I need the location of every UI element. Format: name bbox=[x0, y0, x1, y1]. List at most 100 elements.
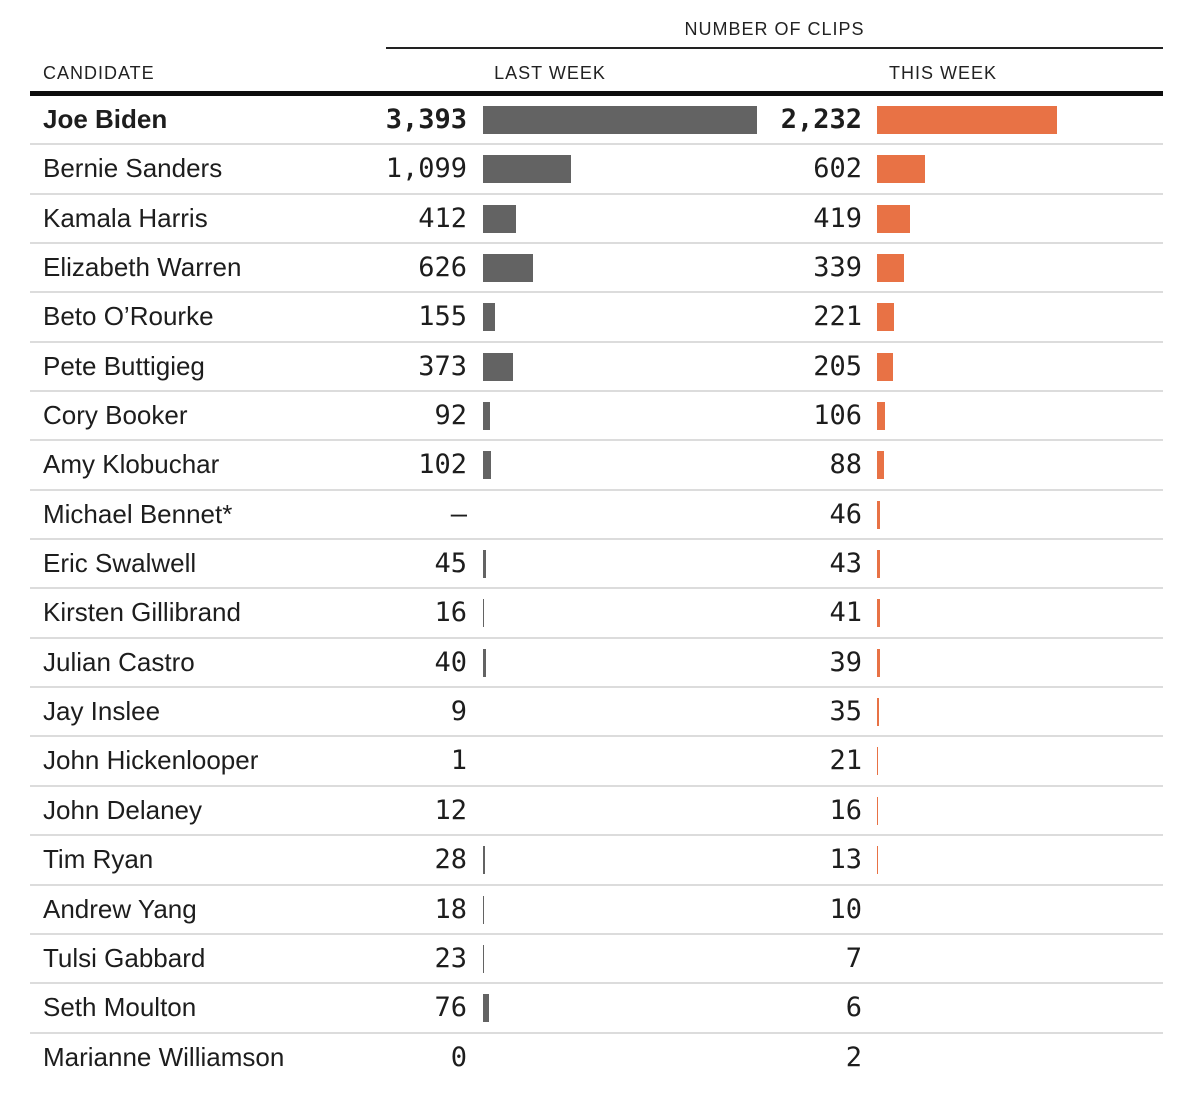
candidate-name: Kamala Harris bbox=[43, 202, 208, 233]
candidate-name: Michael Bennet* bbox=[43, 498, 233, 529]
column-header-this-week: THIS WEEK bbox=[888, 63, 997, 83]
last-week-bar bbox=[483, 451, 491, 480]
this-week-value: 46 bbox=[829, 498, 862, 530]
table-row: Joe Biden 3,393 2,232 bbox=[30, 96, 1163, 146]
last-week-value: 102 bbox=[418, 449, 467, 481]
this-week-value: 419 bbox=[813, 202, 862, 234]
this-week-value: 21 bbox=[829, 745, 862, 777]
this-week-bar bbox=[877, 846, 878, 875]
candidate-name: Elizabeth Warren bbox=[43, 252, 242, 283]
last-week-value: 28 bbox=[434, 844, 467, 876]
last-week-value: — bbox=[450, 498, 467, 530]
last-week-value: 1,099 bbox=[385, 153, 467, 185]
table-row: Bernie Sanders 1,099 602 bbox=[30, 145, 1163, 195]
table-row: Jay Inslee 9 35 bbox=[30, 688, 1163, 738]
last-week-value: 92 bbox=[434, 400, 467, 432]
last-week-bar bbox=[483, 106, 757, 134]
this-week-value: 16 bbox=[829, 794, 862, 826]
candidate-name: Julian Castro bbox=[43, 646, 195, 677]
candidate-name: Pete Buttigieg bbox=[43, 350, 205, 381]
last-week-bar bbox=[483, 352, 513, 381]
last-week-value: 3,393 bbox=[385, 104, 467, 135]
this-week-bar bbox=[877, 698, 879, 727]
this-week-bar bbox=[877, 106, 1057, 134]
table-row: Kamala Harris 412 419 bbox=[30, 195, 1163, 245]
chart-title: NUMBER OF CLIPS bbox=[684, 19, 865, 39]
this-week-value: 2 bbox=[845, 1041, 862, 1073]
column-header-candidate: CANDIDATE bbox=[43, 63, 155, 83]
candidate-name: Seth Moulton bbox=[43, 992, 197, 1023]
last-week-value: 40 bbox=[434, 646, 467, 678]
table-row: John Hickenlooper 1 21 bbox=[30, 737, 1163, 787]
last-week-bar bbox=[483, 254, 533, 283]
last-week-value: 18 bbox=[434, 893, 467, 925]
last-week-value: 76 bbox=[434, 992, 467, 1024]
this-week-value: 10 bbox=[829, 893, 862, 925]
table-row: Elizabeth Warren 626 339 bbox=[30, 244, 1163, 294]
table-row: Tim Ryan 28 13 bbox=[30, 836, 1163, 886]
table-row: John Delaney 12 16 bbox=[30, 787, 1163, 837]
last-week-value: 373 bbox=[418, 350, 467, 382]
last-week-value: 0 bbox=[450, 1041, 467, 1073]
table-row: Pete Buttigieg 373 205 bbox=[30, 343, 1163, 393]
this-week-bar bbox=[877, 204, 910, 233]
table-row: Julian Castro 40 39 bbox=[30, 639, 1163, 689]
table-row: Marianne Williamson 0 2 bbox=[30, 1034, 1163, 1083]
last-week-value: 9 bbox=[450, 696, 467, 728]
table-row: Seth Moulton 76 6 bbox=[30, 984, 1163, 1034]
this-week-value: 205 bbox=[813, 350, 862, 382]
candidate-name: Andrew Yang bbox=[43, 893, 197, 924]
last-week-value: 45 bbox=[434, 548, 467, 580]
table-body: Joe Biden 3,393 2,232 Bernie Sanders 1,099 60… bbox=[30, 96, 1163, 1083]
last-week-bar bbox=[483, 895, 484, 924]
last-week-bar bbox=[483, 994, 489, 1023]
last-week-value: 626 bbox=[418, 252, 467, 284]
this-week-value: 41 bbox=[829, 597, 862, 629]
this-week-value: 7 bbox=[845, 942, 862, 974]
this-week-bar bbox=[877, 303, 894, 332]
header-divider-rule bbox=[30, 91, 1163, 96]
this-week-value: 221 bbox=[813, 301, 862, 333]
this-week-bar bbox=[877, 402, 885, 431]
this-week-bar bbox=[877, 648, 880, 677]
last-week-bar bbox=[483, 303, 495, 332]
table-row: Eric Swalwell 45 43 bbox=[30, 540, 1163, 590]
this-week-value: 43 bbox=[829, 548, 862, 580]
last-week-bar bbox=[483, 599, 484, 628]
this-week-bar bbox=[877, 451, 884, 480]
this-week-value: 602 bbox=[813, 153, 862, 185]
table-row: Michael Bennet* — 46 bbox=[30, 491, 1163, 541]
this-week-value: 106 bbox=[813, 400, 862, 432]
this-week-bar bbox=[877, 747, 878, 776]
this-week-value: 2,232 bbox=[780, 104, 862, 135]
candidate-name: Cory Booker bbox=[43, 400, 188, 431]
candidate-name: Joe Biden bbox=[43, 104, 168, 134]
candidate-name: Bernie Sanders bbox=[43, 153, 223, 184]
this-week-bar bbox=[877, 550, 880, 579]
last-week-bar bbox=[483, 550, 486, 579]
last-week-value: 23 bbox=[434, 942, 467, 974]
last-week-bar bbox=[483, 944, 484, 973]
candidate-name: Marianne Williamson bbox=[43, 1041, 285, 1072]
last-week-value: 12 bbox=[434, 794, 467, 826]
table-row: Beto O’Rourke 155 221 bbox=[30, 293, 1163, 343]
candidate-name: John Delaney bbox=[43, 794, 202, 825]
last-week-bar bbox=[483, 846, 485, 875]
table-row: Tulsi Gabbard 23 7 bbox=[30, 935, 1163, 985]
table-row: Cory Booker 92 106 bbox=[30, 392, 1163, 442]
candidate-name: Tim Ryan bbox=[43, 844, 154, 875]
last-week-value: 412 bbox=[418, 202, 467, 234]
last-week-bar bbox=[483, 402, 490, 431]
candidate-name: Eric Swalwell bbox=[43, 548, 197, 579]
this-week-value: 339 bbox=[813, 252, 862, 284]
this-week-bar bbox=[877, 500, 880, 529]
candidate-name: Beto O’Rourke bbox=[43, 301, 214, 332]
this-week-bar bbox=[877, 352, 893, 381]
this-week-value: 6 bbox=[845, 992, 862, 1024]
candidate-name: Jay Inslee bbox=[43, 696, 161, 727]
this-week-value: 39 bbox=[829, 646, 862, 678]
candidate-name: Kirsten Gillibrand bbox=[43, 597, 241, 628]
table-row: Amy Klobuchar 102 88 bbox=[30, 441, 1163, 491]
this-week-value: 35 bbox=[829, 696, 862, 728]
